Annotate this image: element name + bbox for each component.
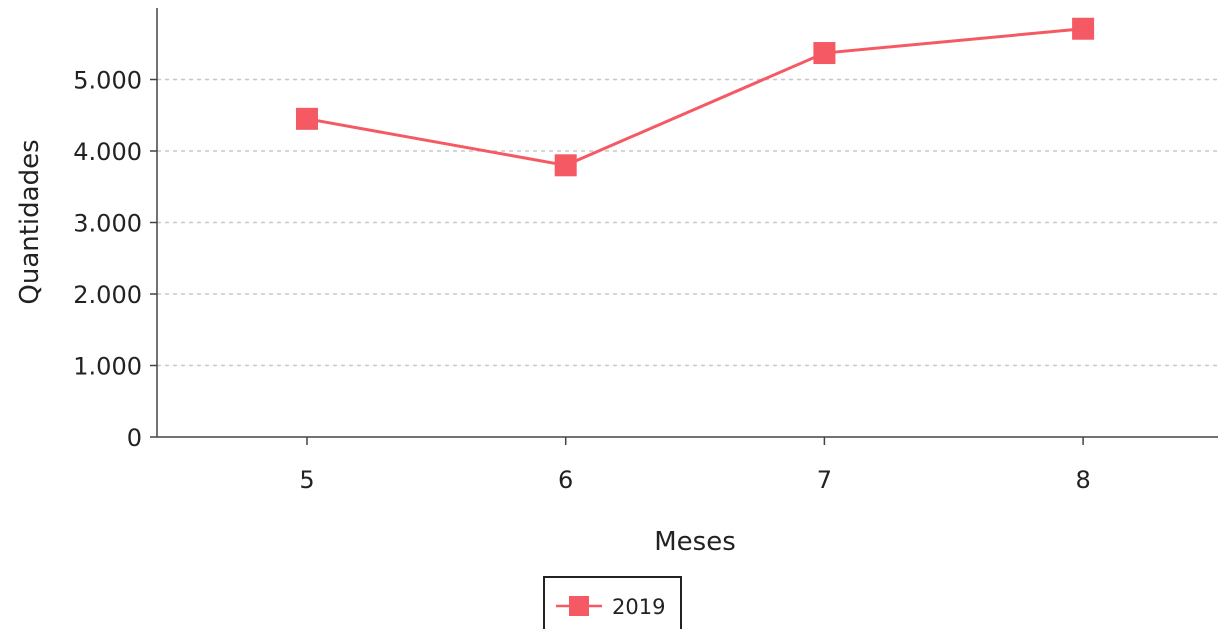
y-tick-label: 4.000: [73, 138, 142, 166]
legend-label: 2019: [612, 595, 665, 619]
x-axis-title: Meses: [654, 527, 736, 557]
x-tick-label: 8: [1075, 466, 1090, 494]
y-tick-label: 5.000: [73, 67, 142, 95]
y-ticks: 0 1.000 2.000 3.000 4.000 5.000: [73, 67, 157, 452]
series-layer: [296, 17, 1095, 177]
y-tick-label: 1.000: [73, 353, 142, 381]
data-point: [813, 42, 836, 65]
x-tick-label: 6: [558, 466, 573, 494]
y-axis-title: Quantidades: [15, 139, 45, 304]
y-tick-label: 2.000: [73, 281, 142, 309]
series-line: [306, 27, 1084, 167]
x-ticks: 5 6 7 8: [299, 437, 1091, 494]
y-tick-label: 0: [127, 424, 142, 452]
data-point: [554, 154, 577, 177]
x-tick-label: 5: [299, 466, 314, 494]
x-tick-label: 7: [817, 466, 832, 494]
legend: 2019: [543, 576, 682, 629]
y-tick-label: 3.000: [73, 210, 142, 238]
data-point: [1072, 17, 1095, 40]
legend-box: [543, 576, 682, 629]
legend-marker: [569, 596, 589, 616]
gridlines: [157, 78, 1218, 367]
data-point: [296, 107, 318, 130]
